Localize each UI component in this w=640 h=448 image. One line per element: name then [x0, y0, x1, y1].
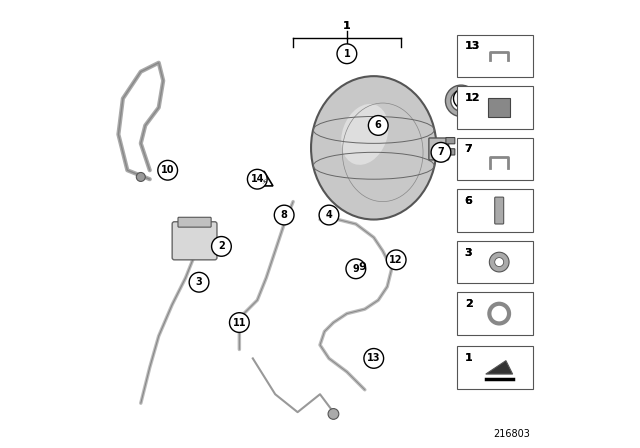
Text: 7: 7	[465, 145, 472, 155]
Text: 6: 6	[465, 196, 472, 206]
FancyBboxPatch shape	[488, 98, 511, 117]
Circle shape	[158, 160, 177, 180]
Text: 4: 4	[326, 210, 332, 220]
FancyBboxPatch shape	[172, 222, 217, 260]
Text: 7: 7	[438, 147, 444, 157]
Circle shape	[189, 272, 209, 292]
FancyBboxPatch shape	[457, 189, 533, 232]
FancyBboxPatch shape	[457, 293, 533, 335]
FancyBboxPatch shape	[446, 149, 455, 155]
Text: 11: 11	[232, 318, 246, 327]
Text: 12: 12	[465, 93, 480, 103]
FancyBboxPatch shape	[457, 241, 533, 284]
Polygon shape	[486, 361, 513, 374]
Circle shape	[212, 237, 231, 256]
Circle shape	[136, 172, 145, 181]
Circle shape	[490, 252, 509, 272]
Text: 3: 3	[465, 247, 472, 258]
FancyBboxPatch shape	[457, 35, 533, 77]
FancyBboxPatch shape	[495, 197, 504, 224]
Text: 1: 1	[465, 353, 472, 363]
Circle shape	[319, 205, 339, 225]
Text: 12: 12	[465, 93, 480, 103]
Text: 1: 1	[465, 353, 472, 363]
Text: 8: 8	[281, 210, 287, 220]
Text: 6: 6	[375, 121, 381, 130]
Text: 14: 14	[250, 174, 264, 184]
Text: 6: 6	[465, 196, 472, 206]
Circle shape	[364, 349, 383, 368]
Text: 3: 3	[465, 247, 472, 258]
FancyBboxPatch shape	[457, 346, 533, 389]
Ellipse shape	[311, 76, 436, 220]
FancyBboxPatch shape	[446, 138, 455, 144]
Text: 1: 1	[344, 49, 350, 59]
Circle shape	[387, 250, 406, 270]
Text: 13: 13	[465, 42, 480, 52]
Ellipse shape	[341, 104, 388, 165]
Circle shape	[369, 116, 388, 135]
Circle shape	[454, 89, 473, 108]
Text: 2: 2	[465, 299, 472, 309]
Text: 3: 3	[196, 277, 202, 287]
FancyBboxPatch shape	[276, 210, 292, 221]
Circle shape	[337, 44, 356, 64]
FancyBboxPatch shape	[457, 86, 533, 129]
Text: 216803: 216803	[493, 429, 531, 439]
FancyBboxPatch shape	[178, 217, 211, 227]
Circle shape	[328, 409, 339, 419]
Text: 1: 1	[343, 21, 351, 31]
Text: 10: 10	[161, 165, 175, 175]
Circle shape	[495, 258, 504, 267]
Circle shape	[275, 205, 294, 225]
Circle shape	[346, 259, 365, 279]
Wedge shape	[445, 85, 477, 116]
Text: 9: 9	[358, 262, 366, 271]
Text: 5: 5	[460, 94, 467, 103]
Text: 12: 12	[389, 255, 403, 265]
Text: 1: 1	[343, 21, 351, 31]
Text: 2: 2	[218, 241, 225, 251]
Text: 9: 9	[353, 264, 359, 274]
FancyBboxPatch shape	[457, 138, 533, 180]
Circle shape	[230, 313, 249, 332]
Text: 13: 13	[367, 353, 381, 363]
FancyBboxPatch shape	[429, 138, 449, 160]
Text: 7: 7	[465, 145, 472, 155]
Circle shape	[248, 169, 267, 189]
Circle shape	[431, 142, 451, 162]
Text: 2: 2	[465, 299, 472, 309]
Text: ⚡: ⚡	[262, 178, 266, 185]
Text: 13: 13	[465, 42, 480, 52]
